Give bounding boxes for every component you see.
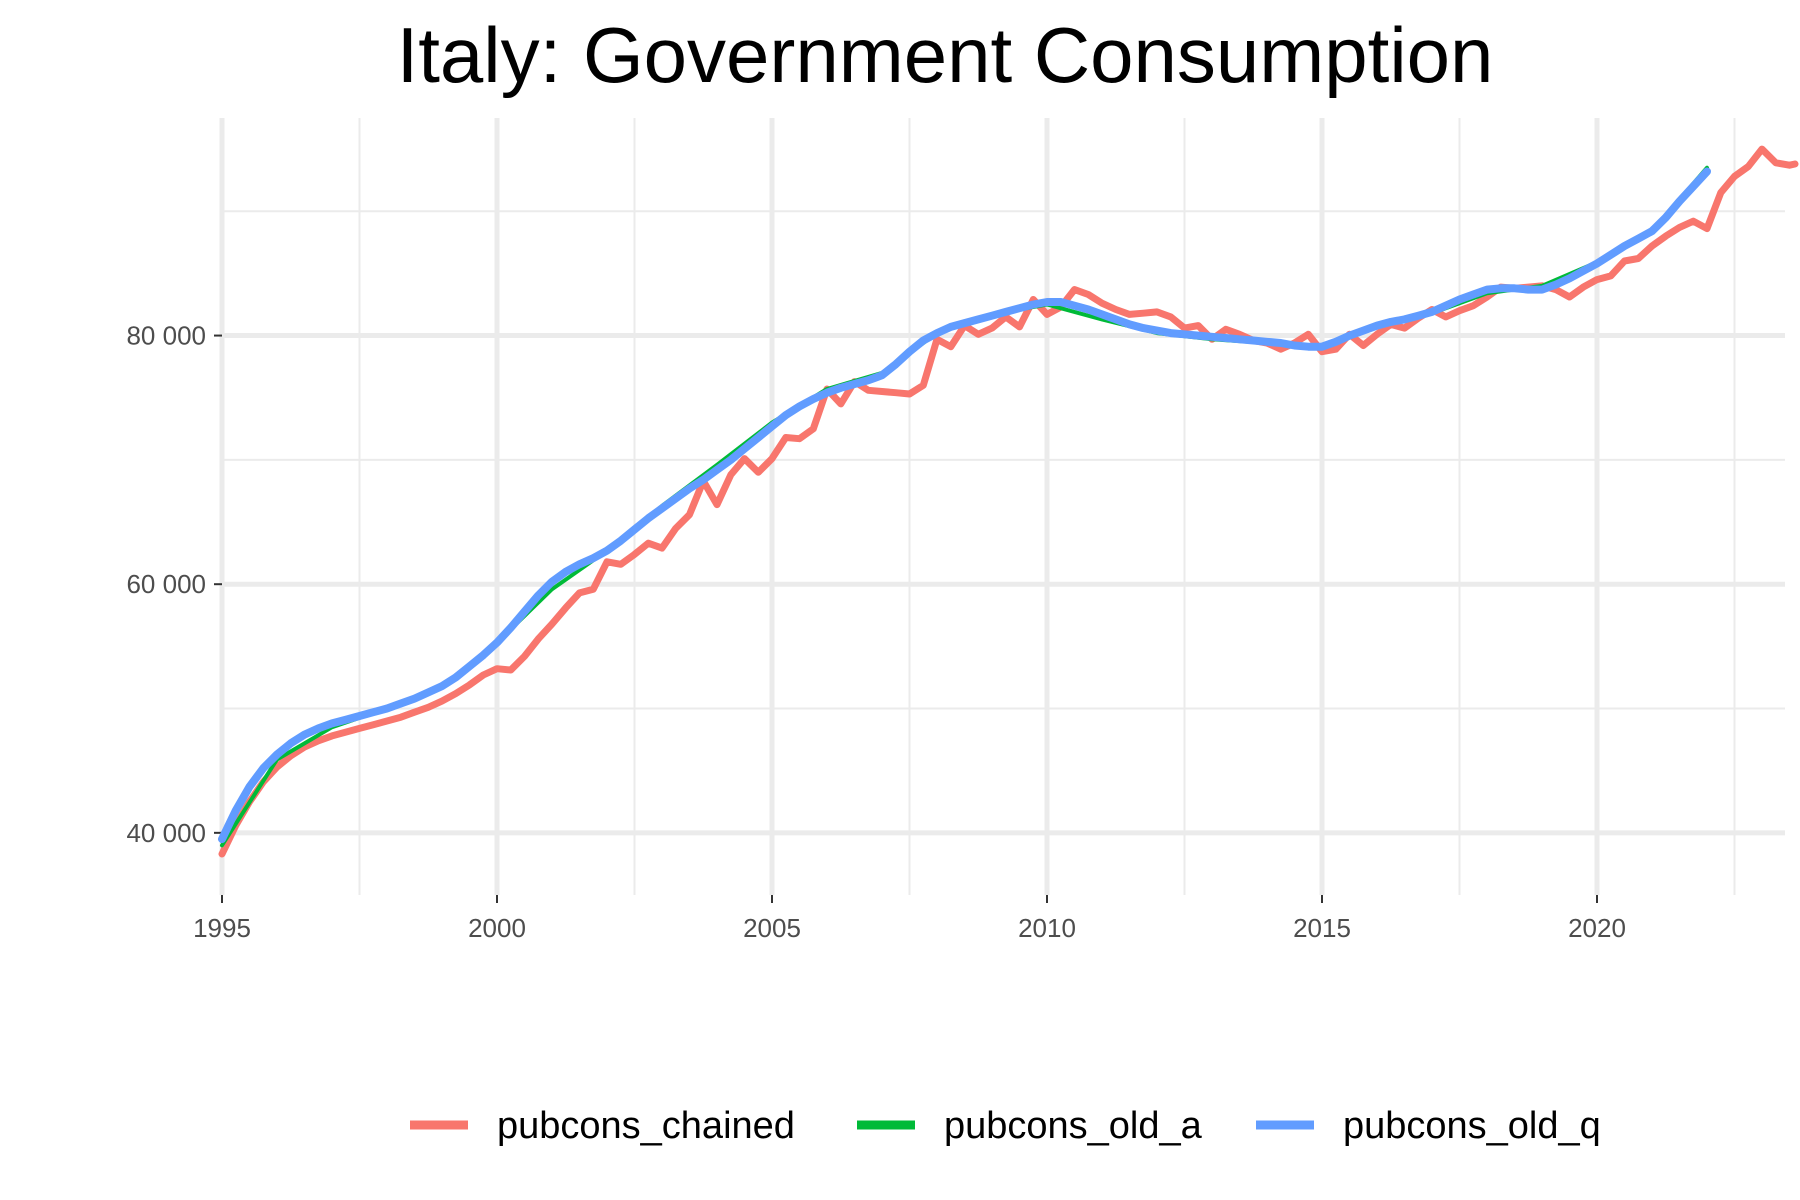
y-tick-label: 60 000 bbox=[126, 569, 206, 599]
x-tick-label: 1995 bbox=[193, 913, 251, 943]
y-tick-label: 80 000 bbox=[126, 321, 206, 351]
minor-gridlines bbox=[222, 118, 1785, 895]
legend: pubcons_chained pubcons_old_a pubcons_old_… bbox=[410, 1105, 1601, 1147]
legend-label-pubcons_chained: pubcons_chained bbox=[497, 1105, 795, 1147]
x-tick-label: 2015 bbox=[1293, 913, 1351, 943]
x-axis-tick-labels: 1995 2000 2005 2010 2015 2020 bbox=[193, 913, 1626, 943]
major-gridlines bbox=[219, 118, 1785, 895]
axis-ticks bbox=[214, 334, 1598, 903]
legend-label-pubcons_old_q: pubcons_old_q bbox=[1343, 1105, 1601, 1147]
series-line-pubcons_old_a bbox=[220, 165, 1709, 848]
legend-label-pubcons_old_a: pubcons_old_a bbox=[944, 1105, 1203, 1147]
y-tick-label: 40 000 bbox=[126, 818, 206, 848]
chart-title: Italy: Government Consumption bbox=[396, 11, 1494, 99]
x-tick-label: 2010 bbox=[1018, 913, 1076, 943]
y-axis-tick-labels: 40 000 60 000 80 000 bbox=[126, 321, 206, 848]
x-tick-label: 2020 bbox=[1568, 913, 1626, 943]
x-tick-label: 2000 bbox=[468, 913, 526, 943]
series-line-pubcons_chained bbox=[218, 145, 1799, 858]
series-line-pubcons_old_q bbox=[218, 167, 1711, 844]
x-tick-label: 2005 bbox=[743, 913, 801, 943]
series-lines bbox=[218, 145, 1799, 858]
